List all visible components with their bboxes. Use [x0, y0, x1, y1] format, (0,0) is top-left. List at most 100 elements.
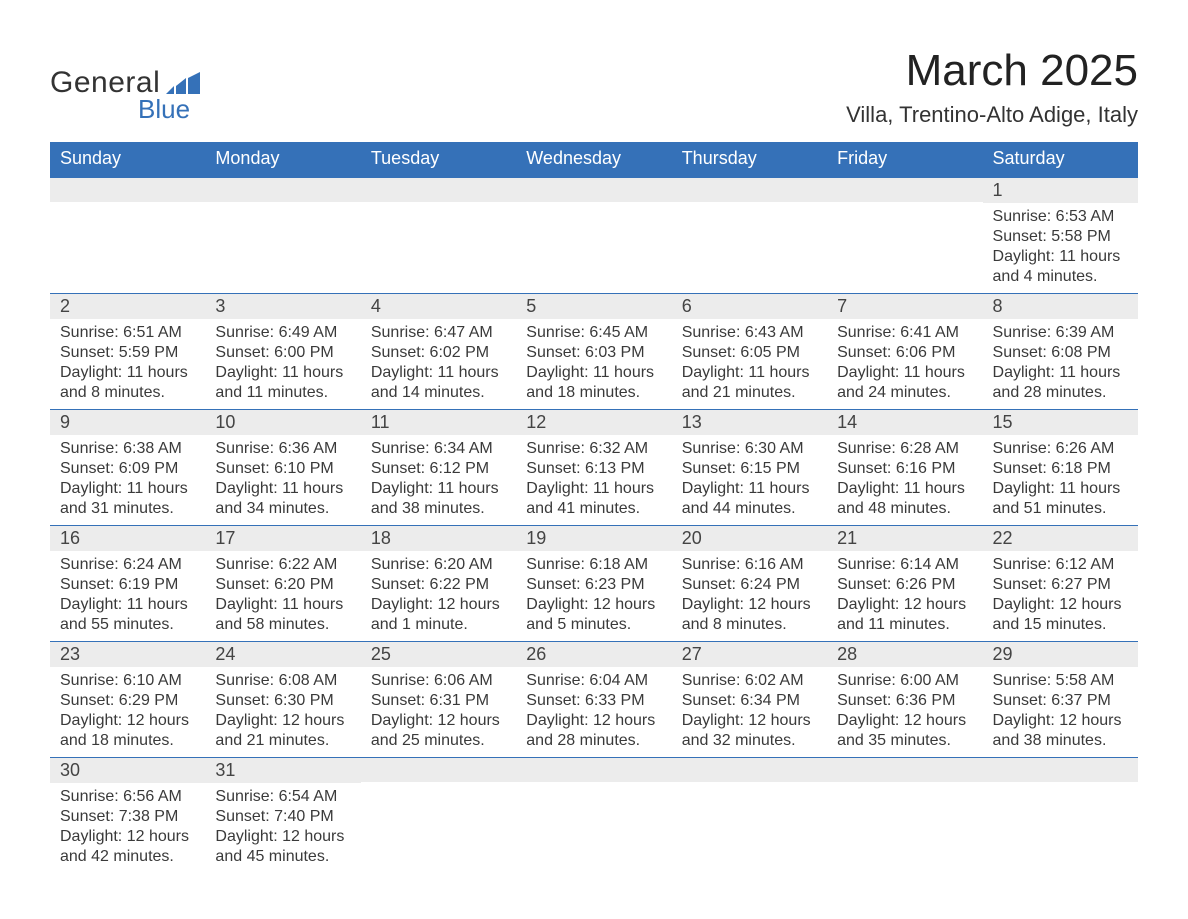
daylight-text-2: and 8 minutes. — [682, 615, 817, 635]
day-body: Sunrise: 6:26 AMSunset: 6:18 PMDaylight:… — [983, 435, 1138, 525]
sunset-text: Sunset: 6:23 PM — [526, 575, 661, 595]
daylight-text-2: and 32 minutes. — [682, 731, 817, 751]
day-number — [672, 178, 827, 202]
daylight-text-2: and 28 minutes. — [993, 383, 1128, 403]
day-number: 11 — [361, 410, 516, 435]
calendar-cell: 23Sunrise: 6:10 AMSunset: 6:29 PMDayligh… — [50, 642, 205, 758]
sunrise-text: Sunrise: 6:32 AM — [526, 439, 661, 459]
calendar-cell — [205, 178, 360, 294]
daylight-text-1: Daylight: 11 hours — [215, 363, 350, 383]
daylight-text-1: Daylight: 11 hours — [215, 479, 350, 499]
daylight-text-2: and 1 minute. — [371, 615, 506, 635]
day-body — [827, 782, 982, 842]
sunrise-text: Sunrise: 6:45 AM — [526, 323, 661, 343]
day-body: Sunrise: 6:16 AMSunset: 6:24 PMDaylight:… — [672, 551, 827, 641]
col-friday: Friday — [827, 142, 982, 178]
daylight-text-1: Daylight: 11 hours — [993, 479, 1128, 499]
calendar-cell: 21Sunrise: 6:14 AMSunset: 6:26 PMDayligh… — [827, 526, 982, 642]
daylight-text-2: and 11 minutes. — [837, 615, 972, 635]
day-number — [827, 178, 982, 202]
sunset-text: Sunset: 6:06 PM — [837, 343, 972, 363]
daylight-text-1: Daylight: 12 hours — [993, 595, 1128, 615]
day-number: 10 — [205, 410, 360, 435]
calendar-cell: 3Sunrise: 6:49 AMSunset: 6:00 PMDaylight… — [205, 294, 360, 410]
day-body: Sunrise: 6:00 AMSunset: 6:36 PMDaylight:… — [827, 667, 982, 757]
day-number: 29 — [983, 642, 1138, 667]
sunrise-text: Sunrise: 6:08 AM — [215, 671, 350, 691]
sunset-text: Sunset: 6:36 PM — [837, 691, 972, 711]
daylight-text-1: Daylight: 12 hours — [60, 711, 195, 731]
sunrise-text: Sunrise: 6:20 AM — [371, 555, 506, 575]
day-body: Sunrise: 6:53 AMSunset: 5:58 PMDaylight:… — [983, 203, 1138, 293]
daylight-text-2: and 45 minutes. — [215, 847, 350, 867]
daylight-text-2: and 18 minutes. — [60, 731, 195, 751]
day-body: Sunrise: 6:39 AMSunset: 6:08 PMDaylight:… — [983, 319, 1138, 409]
sunset-text: Sunset: 6:05 PM — [682, 343, 817, 363]
sunset-text: Sunset: 5:59 PM — [60, 343, 195, 363]
daylight-text-1: Daylight: 12 hours — [682, 711, 817, 731]
day-number: 21 — [827, 526, 982, 551]
day-number: 17 — [205, 526, 360, 551]
day-number: 28 — [827, 642, 982, 667]
daylight-text-2: and 58 minutes. — [215, 615, 350, 635]
day-body: Sunrise: 6:54 AMSunset: 7:40 PMDaylight:… — [205, 783, 360, 873]
sunrise-text: Sunrise: 6:39 AM — [993, 323, 1128, 343]
daylight-text-2: and 15 minutes. — [993, 615, 1128, 635]
calendar-cell: 20Sunrise: 6:16 AMSunset: 6:24 PMDayligh… — [672, 526, 827, 642]
day-number — [827, 758, 982, 782]
daylight-text-1: Daylight: 11 hours — [60, 479, 195, 499]
daylight-text-2: and 51 minutes. — [993, 499, 1128, 519]
calendar-cell — [516, 758, 671, 874]
daylight-text-1: Daylight: 12 hours — [60, 827, 195, 847]
calendar-cell: 9Sunrise: 6:38 AMSunset: 6:09 PMDaylight… — [50, 410, 205, 526]
calendar-cell: 19Sunrise: 6:18 AMSunset: 6:23 PMDayligh… — [516, 526, 671, 642]
day-body: Sunrise: 6:12 AMSunset: 6:27 PMDaylight:… — [983, 551, 1138, 641]
sunrise-text: Sunrise: 6:36 AM — [215, 439, 350, 459]
sunrise-text: Sunrise: 6:41 AM — [837, 323, 972, 343]
calendar-cell — [361, 758, 516, 874]
calendar-cell: 28Sunrise: 6:00 AMSunset: 6:36 PMDayligh… — [827, 642, 982, 758]
day-body: Sunrise: 6:14 AMSunset: 6:26 PMDaylight:… — [827, 551, 982, 641]
sunrise-text: Sunrise: 6:30 AM — [682, 439, 817, 459]
day-body: Sunrise: 6:08 AMSunset: 6:30 PMDaylight:… — [205, 667, 360, 757]
daylight-text-1: Daylight: 11 hours — [837, 479, 972, 499]
calendar-cell: 24Sunrise: 6:08 AMSunset: 6:30 PMDayligh… — [205, 642, 360, 758]
calendar-cell: 10Sunrise: 6:36 AMSunset: 6:10 PMDayligh… — [205, 410, 360, 526]
day-number: 5 — [516, 294, 671, 319]
sunrise-text: Sunrise: 6:00 AM — [837, 671, 972, 691]
col-wednesday: Wednesday — [516, 142, 671, 178]
calendar-cell: 26Sunrise: 6:04 AMSunset: 6:33 PMDayligh… — [516, 642, 671, 758]
calendar-week-row: 23Sunrise: 6:10 AMSunset: 6:29 PMDayligh… — [50, 642, 1138, 758]
day-body — [516, 782, 671, 842]
day-body — [361, 782, 516, 842]
calendar-cell — [827, 178, 982, 294]
day-body: Sunrise: 6:47 AMSunset: 6:02 PMDaylight:… — [361, 319, 516, 409]
sunset-text: Sunset: 7:38 PM — [60, 807, 195, 827]
sunrise-text: Sunrise: 6:02 AM — [682, 671, 817, 691]
sunset-text: Sunset: 6:08 PM — [993, 343, 1128, 363]
day-body: Sunrise: 6:32 AMSunset: 6:13 PMDaylight:… — [516, 435, 671, 525]
sunrise-text: Sunrise: 6:34 AM — [371, 439, 506, 459]
sunset-text: Sunset: 7:40 PM — [215, 807, 350, 827]
daylight-text-1: Daylight: 12 hours — [215, 711, 350, 731]
daylight-text-2: and 5 minutes. — [526, 615, 661, 635]
daylight-text-1: Daylight: 12 hours — [371, 595, 506, 615]
sunset-text: Sunset: 6:12 PM — [371, 459, 506, 479]
logo-text-blue: Blue — [138, 94, 190, 125]
calendar-cell: 17Sunrise: 6:22 AMSunset: 6:20 PMDayligh… — [205, 526, 360, 642]
day-number: 18 — [361, 526, 516, 551]
day-body: Sunrise: 6:02 AMSunset: 6:34 PMDaylight:… — [672, 667, 827, 757]
sunrise-text: Sunrise: 6:53 AM — [993, 207, 1128, 227]
day-body — [50, 202, 205, 262]
day-body: Sunrise: 6:10 AMSunset: 6:29 PMDaylight:… — [50, 667, 205, 757]
calendar-cell — [672, 758, 827, 874]
day-number: 15 — [983, 410, 1138, 435]
calendar-cell: 1Sunrise: 6:53 AMSunset: 5:58 PMDaylight… — [983, 178, 1138, 294]
calendar-week-row: 1Sunrise: 6:53 AMSunset: 5:58 PMDaylight… — [50, 178, 1138, 294]
calendar-cell: 2Sunrise: 6:51 AMSunset: 5:59 PMDaylight… — [50, 294, 205, 410]
day-number: 30 — [50, 758, 205, 783]
day-number: 6 — [672, 294, 827, 319]
calendar-cell: 12Sunrise: 6:32 AMSunset: 6:13 PMDayligh… — [516, 410, 671, 526]
sunset-text: Sunset: 6:31 PM — [371, 691, 506, 711]
logo-chart-icon — [166, 72, 200, 94]
